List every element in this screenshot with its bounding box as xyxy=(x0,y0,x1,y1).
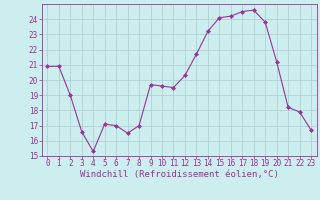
X-axis label: Windchill (Refroidissement éolien,°C): Windchill (Refroidissement éolien,°C) xyxy=(80,170,279,179)
